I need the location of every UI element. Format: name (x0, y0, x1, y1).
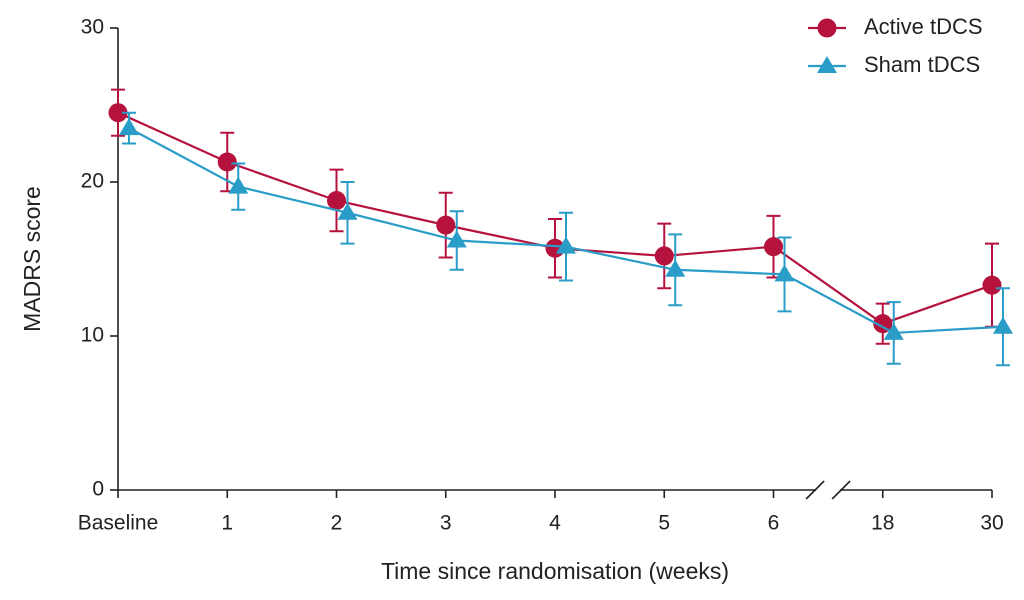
x-tick-label: 5 (658, 512, 670, 535)
marker (774, 264, 795, 282)
axis-break (805, 480, 825, 500)
marker (883, 322, 904, 340)
x-tick-label: 1 (221, 512, 233, 535)
marker (119, 118, 139, 136)
marker (327, 190, 346, 210)
legend-marker (817, 18, 837, 38)
y-axis-label: MADRS score (19, 186, 45, 332)
marker (982, 275, 1002, 295)
legend-label: Sham tDCS (864, 52, 980, 77)
y-tick-label: 10 (81, 324, 104, 347)
x-tick-label: 18 (871, 512, 894, 535)
marker (556, 236, 576, 254)
marker (217, 152, 237, 172)
x-tick-label: 30 (980, 512, 1003, 535)
marker (228, 176, 249, 194)
marker (446, 230, 467, 248)
legend-label: Active tDCS (864, 14, 983, 39)
y-tick-label: 20 (81, 170, 104, 193)
marker (764, 237, 783, 257)
x-tick-label: Baseline (78, 512, 159, 535)
marker (993, 316, 1013, 334)
x-tick-label: 6 (768, 512, 780, 535)
y-tick-label: 0 (92, 478, 104, 501)
marker (436, 215, 456, 235)
axis-break (831, 480, 851, 500)
marker (108, 103, 128, 123)
y-tick-label: 30 (81, 16, 104, 39)
x-tick-label: 2 (331, 512, 343, 535)
legend-marker (817, 56, 837, 73)
marker (337, 202, 358, 220)
x-axis-label: Time since randomisation (weeks) (381, 558, 729, 584)
x-tick-label: 4 (549, 512, 561, 535)
marker (665, 259, 686, 277)
x-tick-label: 3 (440, 512, 452, 535)
marker (654, 246, 674, 266)
